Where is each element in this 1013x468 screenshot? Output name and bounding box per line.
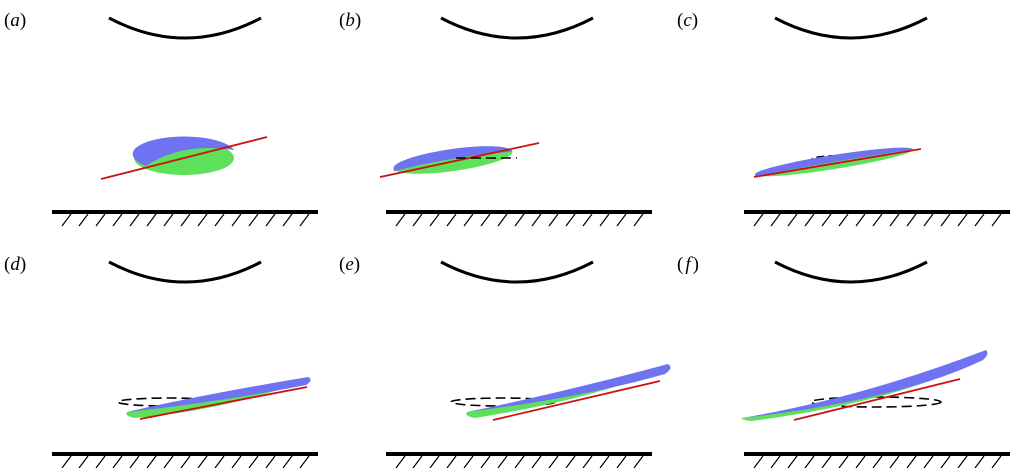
ellipsoid-body bbox=[393, 146, 513, 174]
ground-wall bbox=[52, 210, 318, 227]
axis-line bbox=[379, 142, 540, 178]
wall-hatching bbox=[395, 213, 644, 227]
wall-hatching bbox=[395, 455, 644, 468]
ground-wall bbox=[386, 210, 652, 227]
upper-surface bbox=[754, 147, 914, 177]
panel-label-a: (a) bbox=[4, 10, 26, 31]
axis-line bbox=[139, 386, 308, 420]
axis-line bbox=[492, 380, 661, 421]
upper-curved-boundary bbox=[774, 16, 928, 40]
ground-wall bbox=[744, 210, 1010, 227]
upper-curved-boundary bbox=[440, 16, 594, 40]
upper-surface bbox=[127, 377, 311, 412]
panel-label-e: (e) bbox=[339, 254, 360, 275]
upper-surface bbox=[467, 364, 671, 412]
panel-f: (f) bbox=[677, 254, 1010, 468]
upper-surface bbox=[132, 136, 234, 166]
panel-label-b: (b) bbox=[339, 10, 361, 31]
ground-wall bbox=[386, 452, 652, 468]
axis-line bbox=[100, 136, 268, 180]
wall-hatching bbox=[753, 455, 1002, 468]
panel-a: (a) bbox=[4, 10, 318, 227]
wall-hatching bbox=[753, 213, 1002, 227]
ground-wall bbox=[744, 452, 1010, 468]
panel-b: (b) bbox=[339, 10, 652, 227]
upper-curved-boundary bbox=[440, 260, 594, 284]
panel-label-f: (f) bbox=[677, 254, 699, 275]
axis-line bbox=[793, 378, 961, 421]
upper-curved-boundary bbox=[108, 260, 262, 284]
upper-curved-boundary bbox=[774, 260, 928, 284]
panel-e: (e) bbox=[339, 254, 671, 468]
upper-curved-boundary bbox=[108, 16, 262, 40]
panel-d: (d) bbox=[4, 254, 318, 468]
panel-c: (c) bbox=[677, 10, 1010, 227]
ground-wall bbox=[52, 452, 318, 468]
ellipsoid-body bbox=[132, 136, 234, 175]
upper-surface bbox=[742, 350, 988, 418]
ellipsoid-body bbox=[126, 377, 312, 418]
wall-hatching bbox=[61, 213, 310, 227]
ellipsoid-body bbox=[466, 364, 671, 418]
panel-label-d: (d) bbox=[4, 254, 26, 275]
upper-surface bbox=[393, 146, 513, 172]
panel-label-c: (c) bbox=[677, 10, 698, 31]
axis-line bbox=[753, 148, 922, 178]
ellipsoid-body bbox=[754, 147, 914, 177]
wall-hatching bbox=[61, 455, 310, 468]
ellipsoid-body bbox=[741, 350, 988, 421]
lower-surface bbox=[741, 352, 988, 421]
